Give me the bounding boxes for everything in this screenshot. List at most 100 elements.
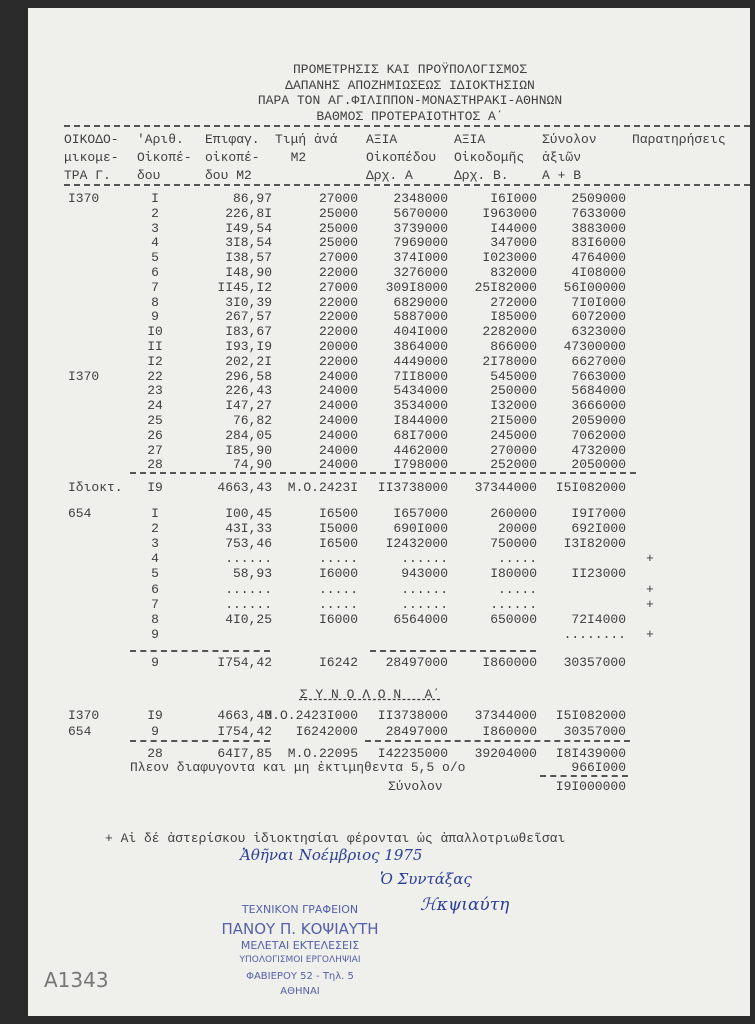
price-cell: 27000 xyxy=(318,191,358,206)
plot-number-cell: II xyxy=(147,339,163,354)
owner-cell: I370 xyxy=(68,708,100,723)
column-header: Επιφαγ. xyxy=(205,132,260,147)
land-value-cell: 7II8000 xyxy=(393,368,448,384)
column-header: Δρχ. Α xyxy=(366,168,413,183)
area-cell: I754,42 xyxy=(217,655,272,670)
land-value-cell: 2348000 xyxy=(393,191,448,206)
footnote: + Αἱ δέ ἀστερίσκου ἰδιοκτησίαι φέρονται … xyxy=(105,831,566,846)
building-value-cell: I860000 xyxy=(482,655,537,670)
price-cell: 24000 xyxy=(318,457,358,473)
area-cell: 226,43 xyxy=(225,383,272,399)
land-value-cell: 943000 xyxy=(401,566,448,582)
price-cell: 22000 xyxy=(318,294,358,310)
stamp-line: ΑΘΗΝΑΙ xyxy=(280,986,320,997)
column-header: ΤΡΑ Γ. xyxy=(64,168,111,183)
dashed-rule xyxy=(370,650,536,652)
column-header: Α + Β xyxy=(542,168,582,183)
building-value-cell: I6I000 xyxy=(490,191,537,206)
plot-number-cell: I9 xyxy=(147,708,163,723)
grand-label: Σύνολον xyxy=(388,779,443,794)
building-value-cell: 37344000 xyxy=(474,708,537,723)
plot-number-cell: 3 xyxy=(151,220,159,236)
land-value-cell: 4449000 xyxy=(393,353,448,369)
dashed-rule xyxy=(64,184,750,186)
price-cell: 24000 xyxy=(318,427,358,443)
land-value-cell: 28497000 xyxy=(385,723,448,739)
area-cell: 267,57 xyxy=(225,309,272,325)
price-cell: 22000 xyxy=(318,324,358,340)
price-cell: 25000 xyxy=(318,205,358,221)
total-value-cell: 30357000 xyxy=(563,655,626,670)
price-cell: Μ.Ο.2423I xyxy=(287,480,358,495)
dashed-rule xyxy=(130,650,270,652)
owner-cell: 654 xyxy=(68,723,92,739)
stamp-line: ΠΑΝΟΥ Π. ΚΟΨΙΑΥΤΗ xyxy=(221,920,379,938)
land-value-cell: 3739000 xyxy=(393,220,448,236)
price-cell: 22000 xyxy=(318,309,358,325)
building-value-cell: 750000 xyxy=(490,536,537,552)
land-value-cell: ...... xyxy=(401,551,448,567)
land-value-cell: 28497000 xyxy=(385,655,448,670)
building-value-cell: I85000 xyxy=(490,309,537,325)
building-value-cell: I80000 xyxy=(490,566,537,582)
area-cell: 3I0,39 xyxy=(225,294,272,310)
land-value-cell: I42235000 xyxy=(377,746,448,761)
plot-number-cell: I0 xyxy=(147,324,163,340)
total-value-cell: I8I439000 xyxy=(555,746,626,761)
area-cell: I47,27 xyxy=(225,398,272,414)
title-line: ΠΡΟΜΕΤΡΗΣΙΣ ΚΑΙ ΠΡΟΫΠΟΛΟΓΙΣΜΟΣ xyxy=(292,62,528,77)
building-value-cell: 832000 xyxy=(490,265,537,280)
total-value-cell: 6323000 xyxy=(571,324,626,340)
remark-cell: + xyxy=(646,626,654,642)
building-value-cell: 252000 xyxy=(490,457,537,473)
area-cell: I83,67 xyxy=(225,324,272,340)
area-cell: 74,90 xyxy=(232,457,272,473)
price-cell: 25000 xyxy=(318,220,358,236)
plot-number-cell: 24 xyxy=(147,398,163,414)
total-value-cell: 3666000 xyxy=(571,398,626,414)
plot-number-cell: 2 xyxy=(151,205,159,221)
price-cell: I6242000 xyxy=(295,723,358,739)
plot-number-cell: 9 xyxy=(151,723,159,739)
building-value-cell: 272000 xyxy=(490,294,537,310)
total-value-cell: 5684000 xyxy=(571,383,626,399)
land-value-cell: 690I000 xyxy=(393,521,448,537)
building-value-cell: 650000 xyxy=(490,611,537,627)
column-header: Τιμή ἀνά xyxy=(275,132,338,147)
stamp-line: ΜΕΛΕΤΑΙ ΕΚΤΕΛΕΣΕΙΣ xyxy=(240,939,360,952)
column-header: Σύνολον xyxy=(542,132,597,147)
column-header: μικομε- xyxy=(64,150,119,165)
building-value-cell: 270000 xyxy=(490,442,537,458)
building-value-cell: 866000 xyxy=(490,339,537,354)
price-cell: 24000 xyxy=(318,442,358,458)
handwritten-date: Ἀθῆναι Νοέμβριος 1975 xyxy=(240,846,423,864)
total-value-cell: 4764000 xyxy=(571,250,626,266)
land-value-cell: 7969000 xyxy=(393,235,448,251)
area-cell: 296,58 xyxy=(225,368,272,384)
extra-label: Πλεον διαφυγοντα και μη ἐκτιμηθεντα 5,5 … xyxy=(130,760,466,775)
building-value-cell: 245000 xyxy=(490,427,537,443)
building-value-cell: I32000 xyxy=(490,398,537,414)
area-cell: 226,8I xyxy=(225,205,272,221)
total-value-cell: 3883000 xyxy=(571,220,626,236)
building-value-cell: ...... xyxy=(490,596,537,612)
total-value-cell: 7I0I000 xyxy=(571,294,626,310)
plot-number-cell: 26 xyxy=(147,427,163,443)
total-value-cell: 2509000 xyxy=(571,191,626,206)
building-value-cell: ..... xyxy=(497,581,537,597)
building-value-cell: 2I5000 xyxy=(490,413,537,428)
column-header: οἰκοπέ- xyxy=(205,150,260,165)
plot-number-cell: I9 xyxy=(147,480,163,495)
price-cell: 22000 xyxy=(318,353,358,369)
land-value-cell: 68I7000 xyxy=(393,427,448,443)
building-value-cell: 545000 xyxy=(490,368,537,384)
column-header: Παρατηρήσεις xyxy=(632,132,726,147)
total-value-cell: 7663000 xyxy=(571,368,626,384)
area-cell: 64I7,85 xyxy=(217,746,272,761)
price-cell: 24000 xyxy=(318,413,358,428)
total-value-cell: ........ xyxy=(563,626,626,642)
column-header: Οἰκοπέ- xyxy=(137,150,192,165)
land-value-cell: 309I8000 xyxy=(385,279,448,295)
total-value-cell: 72I4000 xyxy=(571,611,626,627)
building-value-cell: 250000 xyxy=(490,383,537,399)
